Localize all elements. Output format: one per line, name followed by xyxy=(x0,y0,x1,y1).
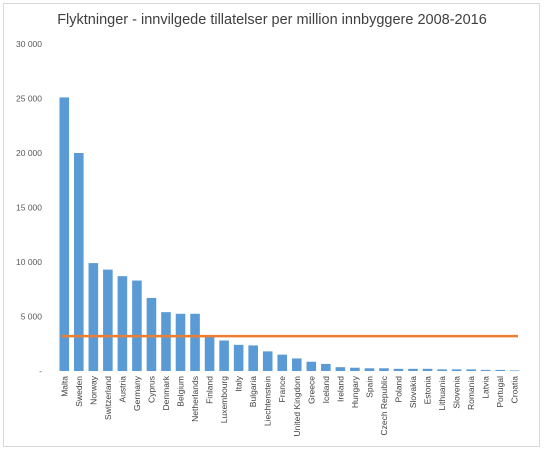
y-tick-label: 30 000 xyxy=(16,39,42,49)
bar-estonia xyxy=(422,368,433,371)
x-tick-label: Estonia xyxy=(423,376,433,405)
x-tick-label: Sweden xyxy=(74,376,84,407)
bar-france xyxy=(277,354,288,371)
x-tick-label: Hungary xyxy=(350,375,360,408)
bar-luxembourg xyxy=(219,340,229,371)
bar-malta xyxy=(59,97,70,371)
x-tick-label: France xyxy=(277,376,287,403)
x-tick-label: Croatia xyxy=(510,376,520,404)
bar-romania xyxy=(466,369,476,371)
bar-belgium xyxy=(175,313,186,371)
x-axis-labels: Malta Sweden Norway Switzerland Austria Germa… xyxy=(59,375,519,436)
bar-latvia xyxy=(480,369,491,371)
x-tick-label: Slovakia xyxy=(408,376,418,408)
y-tick-label: - xyxy=(39,366,42,376)
chart-frame xyxy=(3,3,540,447)
x-tick-label: Denmark xyxy=(161,375,171,410)
bar-greece xyxy=(306,361,317,371)
x-tick-label: Latvia xyxy=(481,376,491,399)
bar-hungary xyxy=(350,367,360,371)
bar-slovakia xyxy=(408,368,418,371)
bar-lithuania xyxy=(437,369,447,371)
y-tick-label: 10 000 xyxy=(16,257,42,267)
bar-denmark xyxy=(161,312,171,371)
x-tick-label: Greece xyxy=(306,376,316,404)
x-tick-label: Bulgaria xyxy=(248,376,258,407)
x-tick-label: Ireland xyxy=(335,376,345,402)
bar-ireland xyxy=(335,367,346,371)
bar-slovenia xyxy=(451,369,462,371)
bar-norway xyxy=(88,263,99,371)
x-tick-label: United Kingdom xyxy=(292,376,302,436)
bar-series xyxy=(59,97,520,372)
bar-finland xyxy=(204,336,215,371)
bar-czech-republic xyxy=(379,368,389,371)
x-tick-label: Malta xyxy=(59,376,69,397)
x-tick-label: Spain xyxy=(364,376,374,398)
bar-iceland xyxy=(321,363,331,371)
x-tick-label: Iceland xyxy=(321,376,331,404)
y-tick-label: 15 000 xyxy=(16,203,42,213)
bar-poland xyxy=(393,368,404,371)
bar-cyprus xyxy=(146,297,157,371)
bar-austria xyxy=(117,276,128,371)
x-tick-label: Portugal xyxy=(495,376,505,408)
bar-germany xyxy=(132,280,142,371)
x-tick-label: Italy xyxy=(234,375,244,391)
x-tick-label: Liechtenstein xyxy=(263,376,273,426)
bar-liechtenstein xyxy=(262,351,273,371)
bar-netherlands xyxy=(190,313,200,371)
x-tick-label: Cyprus xyxy=(146,376,156,403)
bar-portugal xyxy=(495,369,505,371)
x-tick-label: Romania xyxy=(466,376,476,410)
x-tick-label: Czech Republic xyxy=(379,375,389,435)
x-tick-label: Luxembourg xyxy=(219,376,229,424)
x-tick-label: Slovenia xyxy=(452,376,462,409)
x-tick-label: Norway xyxy=(88,375,98,405)
chart-title: Flyktninger - innvilgede tillatelser per… xyxy=(57,12,487,28)
bar-spain xyxy=(364,368,375,371)
x-tick-label: Poland xyxy=(393,376,403,403)
bar-croatia xyxy=(509,370,520,372)
bar-united-kingdom xyxy=(291,358,302,371)
x-tick-label: Austria xyxy=(117,376,127,403)
bar-bulgaria xyxy=(248,345,258,371)
x-tick-label: Netherlands xyxy=(190,376,200,422)
y-tick-label: 25 000 xyxy=(16,94,42,104)
y-tick-label: 20 000 xyxy=(16,148,42,158)
y-tick-label: 5 000 xyxy=(21,312,43,322)
x-tick-label: Belgium xyxy=(176,376,186,407)
x-tick-label: Switzerland xyxy=(103,376,113,420)
bar-italy xyxy=(233,344,244,371)
bar-switzerland xyxy=(103,269,113,371)
x-tick-label: Finland xyxy=(205,376,215,404)
y-axis: - 5 000 10 000 15 000 20 000 25 000 30 000 xyxy=(16,39,42,376)
x-tick-label: Germany xyxy=(132,375,142,411)
bar-sweden xyxy=(74,153,84,371)
x-tick-label: Lithuania xyxy=(437,376,447,411)
